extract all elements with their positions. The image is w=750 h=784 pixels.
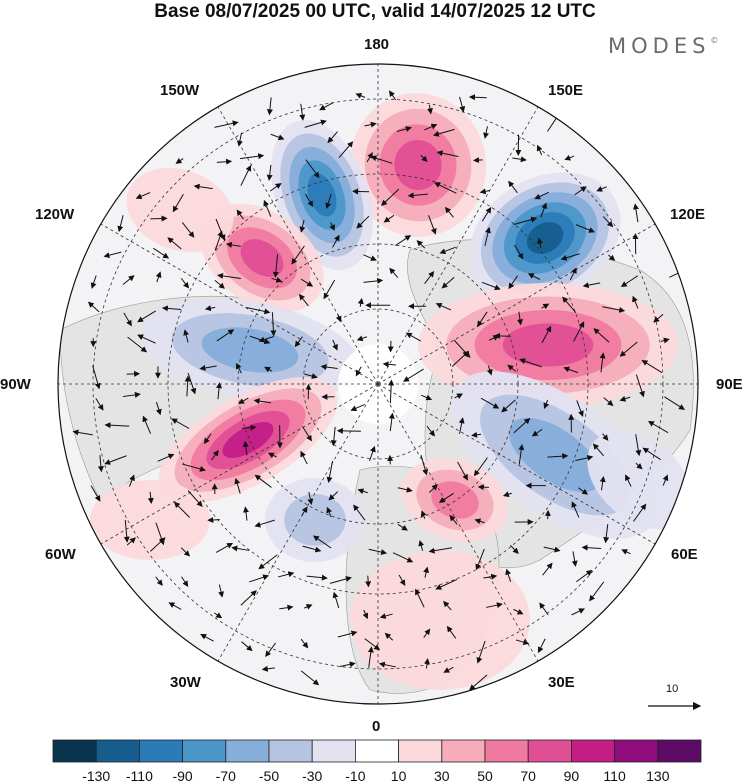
colorbar-swatch — [183, 740, 226, 762]
colorbar-tick-label: -110 — [126, 768, 153, 784]
colorbar-swatch — [658, 740, 701, 762]
colorbar-swatch — [355, 740, 398, 762]
colorbar-swatch — [528, 740, 571, 762]
colorbar-tick-label: 10 — [391, 768, 407, 784]
colorbar-tick-label: -70 — [216, 768, 236, 784]
colorbar-tick-label: 90 — [564, 768, 580, 784]
colorbar-swatch — [442, 740, 485, 762]
colorbar-tick-label: 50 — [477, 768, 493, 784]
colorbar-tick-label: -130 — [82, 768, 110, 784]
colorbar-tick-label: 70 — [520, 768, 536, 784]
colorbar-swatch — [312, 740, 355, 762]
colorbar-tick-label: -30 — [302, 768, 322, 784]
colorbar-tick-label: -10 — [345, 768, 365, 784]
colorbar-swatch — [96, 740, 139, 762]
colorbar-swatch — [571, 740, 614, 762]
colorbar-swatch — [399, 740, 442, 762]
colorbar-swatch — [269, 740, 312, 762]
colorbar-swatch — [53, 740, 96, 762]
colorbar-swatch — [485, 740, 528, 762]
colorbar-tick-label: 130 — [646, 768, 669, 784]
colorbar-tick-label: 110 — [603, 768, 625, 784]
colorbar-tick-label: -50 — [259, 768, 279, 784]
colorbar-tick-label: -90 — [172, 768, 192, 784]
colorbar-swatch — [615, 740, 658, 762]
colorbar-tick-label: 30 — [434, 768, 450, 784]
colorbar-swatch — [139, 740, 182, 762]
colorbar-swatch — [226, 740, 269, 762]
